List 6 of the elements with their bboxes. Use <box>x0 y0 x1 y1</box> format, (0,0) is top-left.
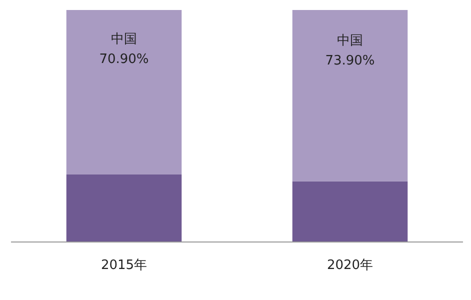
x-tick-label: 2015年 <box>100 258 148 273</box>
data-label: 70.90% <box>99 52 149 67</box>
x-tick-label: 2020年 <box>326 258 374 273</box>
series-label: 中国 <box>111 32 137 47</box>
data-label: 73.90% <box>325 53 375 68</box>
text: 中国 <box>337 33 363 48</box>
